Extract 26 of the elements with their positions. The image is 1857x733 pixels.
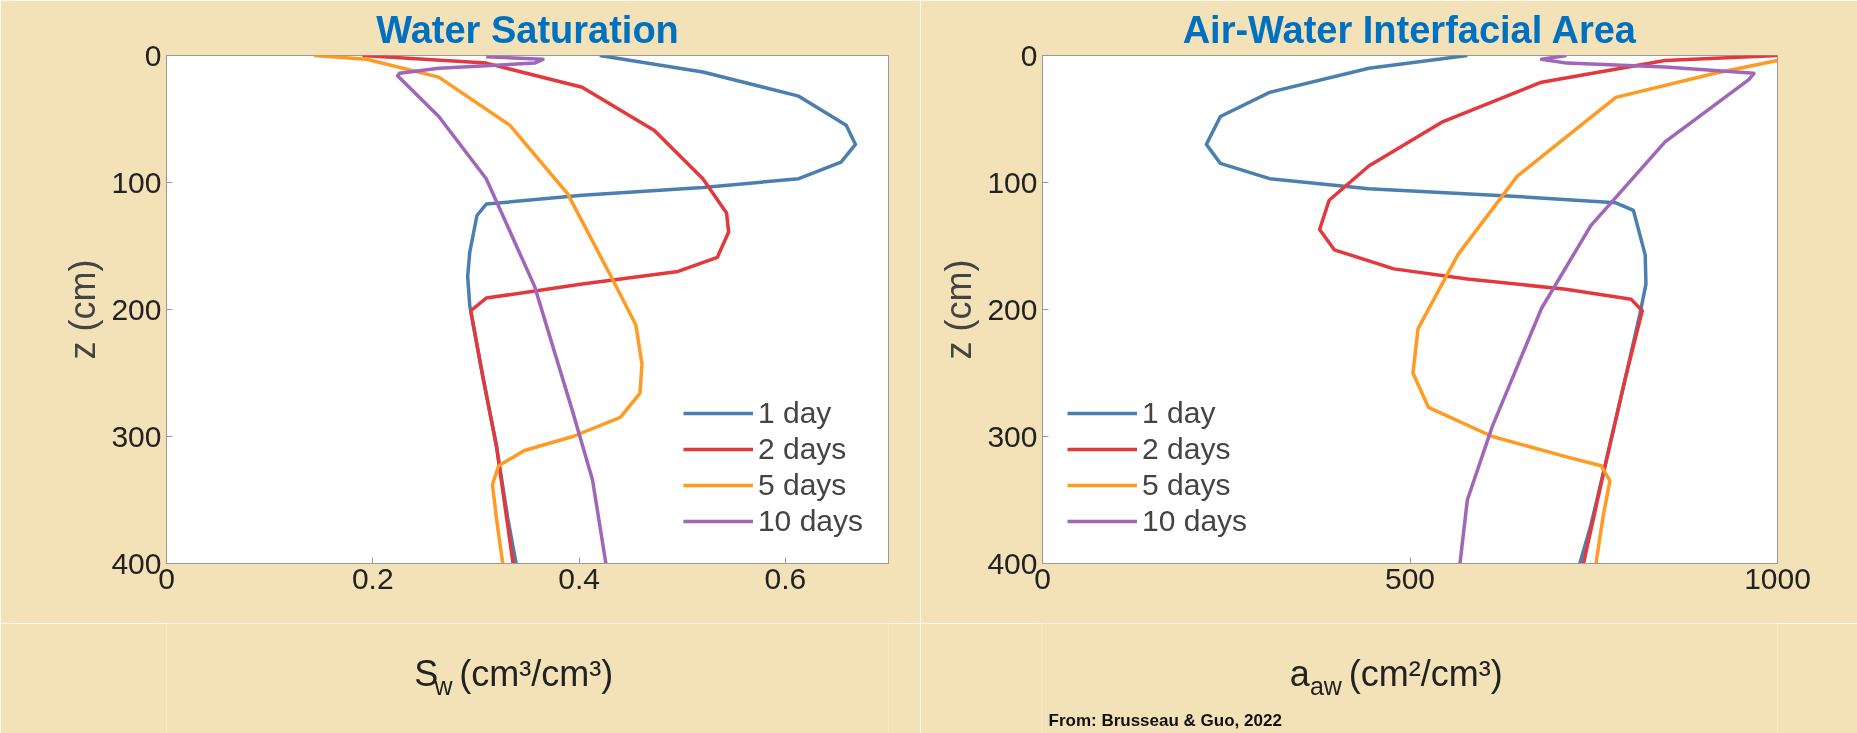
legend-label: 1 day	[757, 396, 832, 430]
x-tick-label: 0.6	[764, 561, 807, 595]
legend-label: 10 days	[757, 504, 863, 538]
legend-label: 1 day	[1142, 396, 1216, 430]
y-tick-label: 300	[111, 419, 162, 453]
text: From: Brusseau & Guo, 2022	[1048, 710, 1282, 730]
legend-label: 10 days	[1142, 504, 1248, 538]
legend-label: 2 days	[1142, 432, 1231, 466]
chart-title: Water Saturation	[376, 8, 679, 51]
y-tick-label: 200	[111, 292, 162, 326]
y-axis-title: z (cm)	[938, 259, 980, 360]
y-tick-label: 100	[111, 165, 162, 199]
x-tick-label: 0.2	[351, 561, 394, 595]
y-tick-label: 300	[987, 419, 1038, 453]
legend-label: 5 days	[757, 468, 847, 502]
legend-label: 5 days	[1142, 468, 1231, 502]
legend-label: 2 days	[757, 432, 847, 466]
x-tick-label: 1000	[1744, 561, 1811, 595]
chart-title: Air-Water Interfacial Area	[1182, 8, 1637, 51]
x-tick-label: 500	[1384, 561, 1436, 595]
y-axis-title: z (cm)	[62, 259, 104, 360]
y-tick-label: 0	[144, 38, 162, 72]
y-tick-label: 100	[987, 165, 1038, 199]
x-tick-label: 0.4	[558, 561, 600, 595]
y-tick-label: 200	[987, 292, 1038, 326]
y-tick-label: 0	[1020, 38, 1038, 72]
